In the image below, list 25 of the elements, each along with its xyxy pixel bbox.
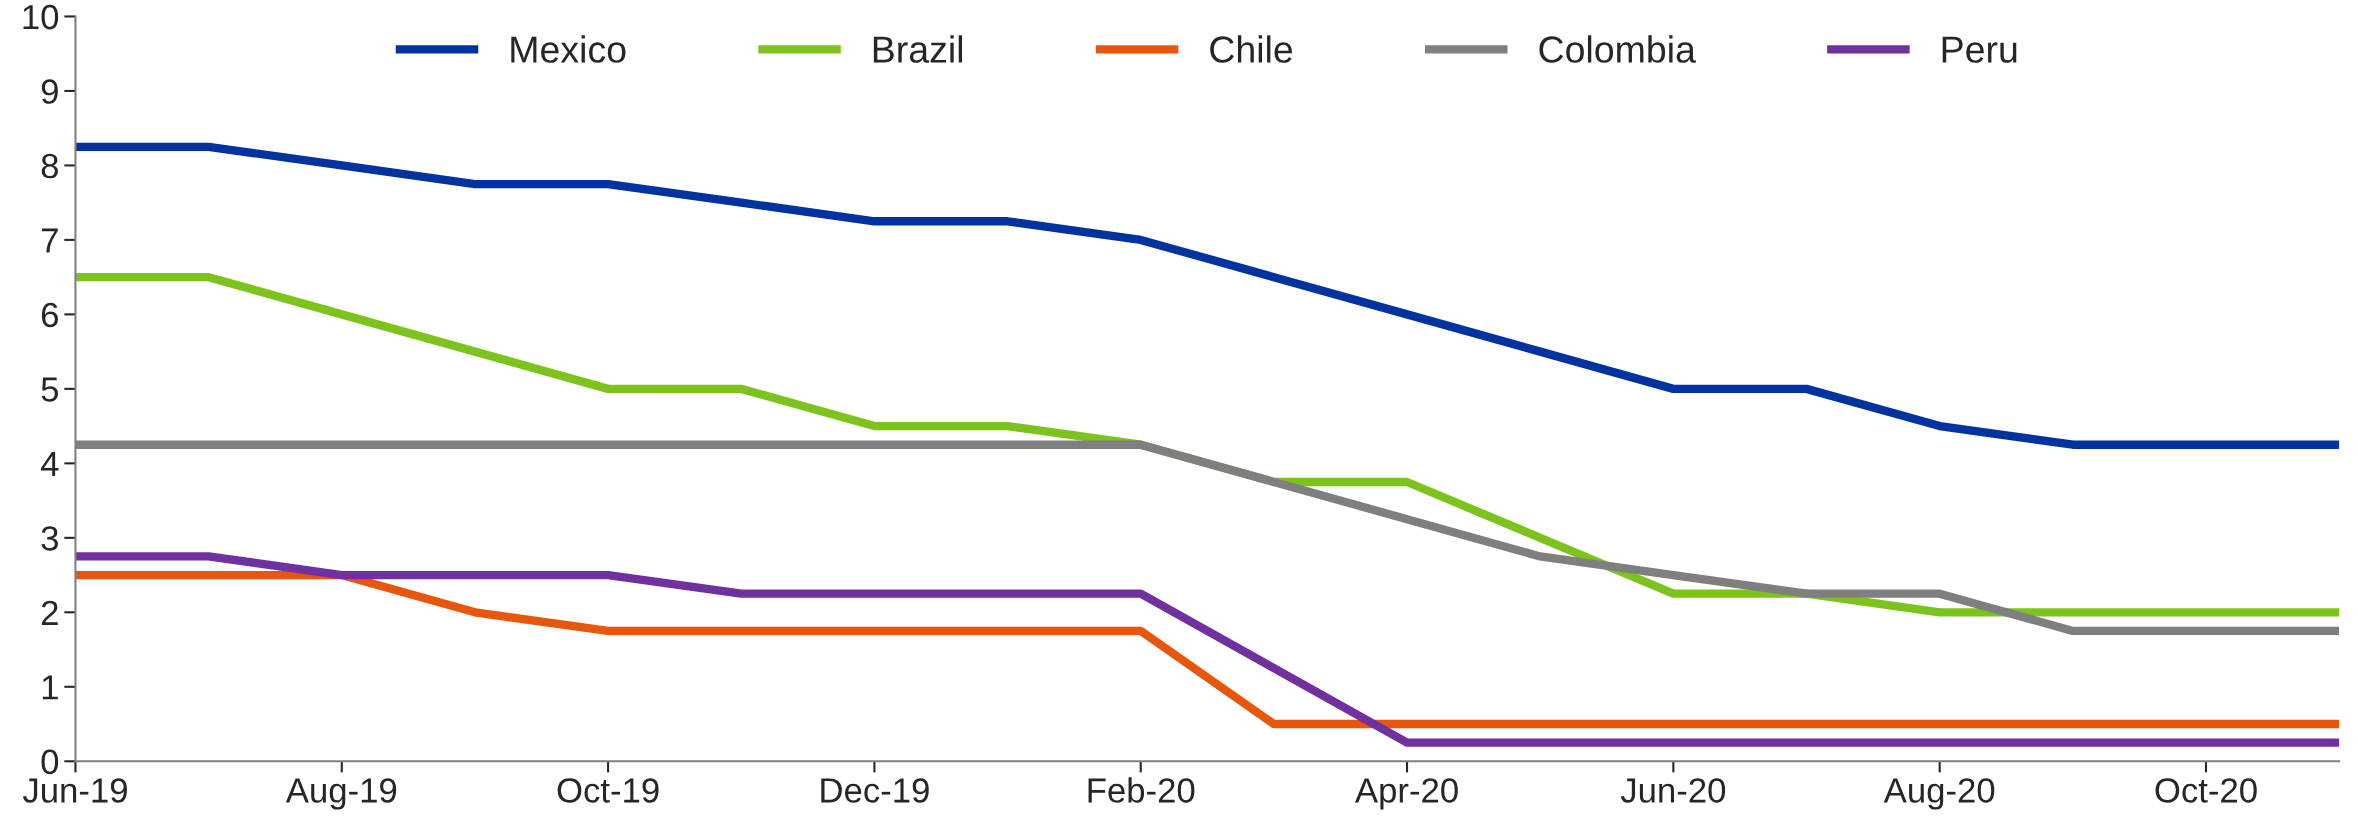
y-tick-label: 0 — [41, 749, 59, 775]
x-tick-label: Apr-20 — [1355, 778, 1458, 810]
legend-label: Peru — [1942, 36, 2017, 63]
legend-label: Brazil — [873, 35, 963, 63]
y-tick-label: 5 — [41, 377, 59, 402]
y-tick-label: 4 — [40, 452, 59, 476]
y-tick-label: 3 — [41, 526, 58, 551]
y-tick-label: 6 — [41, 302, 58, 328]
x-tick-label: Jun-20 — [1620, 778, 1726, 803]
x-tick-label: Feb-20 — [1088, 777, 1195, 803]
x-tick-label: Dec-19 — [821, 778, 929, 803]
y-tick-label: 1 — [42, 675, 58, 700]
x-tick-label: Oct-19 — [557, 778, 659, 803]
legend-label: Chile — [1210, 35, 1293, 63]
y-tick-label: 9 — [41, 79, 58, 104]
legend-label: Mexico — [511, 35, 626, 63]
x-tick-label: Oct-20 — [2155, 778, 2257, 803]
legend-label: Colombia — [1539, 35, 1696, 63]
y-tick-label: 7 — [41, 228, 58, 253]
x-tick-label: Aug-20 — [1883, 778, 1995, 810]
x-tick-label: Aug-19 — [285, 778, 397, 810]
x-tick-label: Jun-19 — [22, 778, 127, 803]
y-tick-label: 10 — [23, 4, 59, 30]
y-tick-label: 8 — [41, 153, 58, 179]
y-tick-label: 2 — [41, 600, 58, 625]
